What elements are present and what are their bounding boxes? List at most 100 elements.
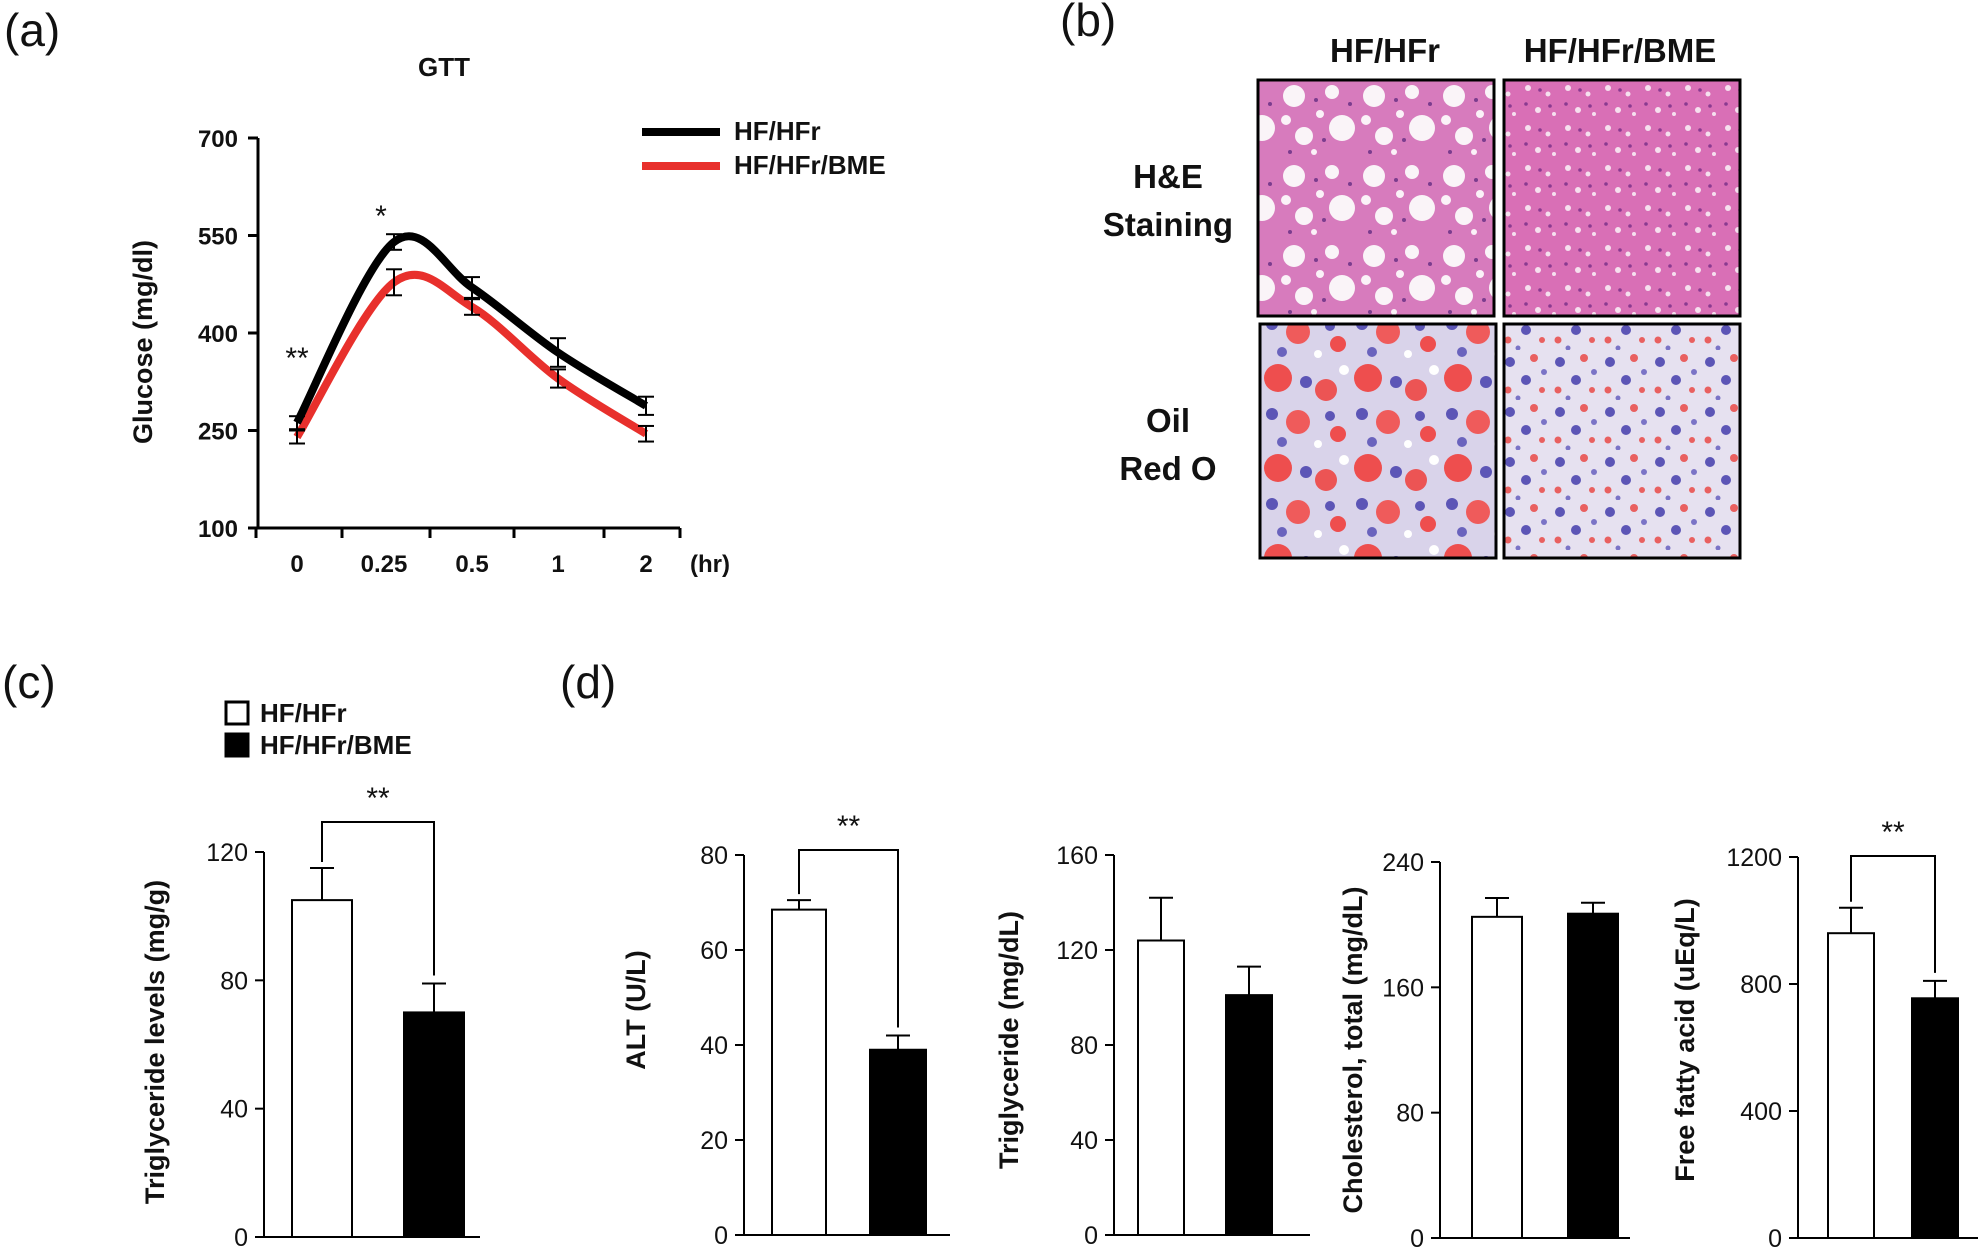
x-tick-label: 0.25 <box>361 551 408 578</box>
legend-label-bme: HF/HFr/BME <box>260 730 412 760</box>
he-stain-image-bme <box>1502 78 1742 318</box>
series-line-0 <box>293 232 649 425</box>
bar-hf <box>291 899 353 1238</box>
error-bar <box>550 368 566 389</box>
significance-bracket <box>321 821 435 976</box>
significance-mark: ** <box>837 810 861 843</box>
x-tick-label: 0.5 <box>455 551 488 578</box>
bar-hf <box>1137 939 1185 1236</box>
error-bar <box>550 337 566 368</box>
panel-label-a: (a) <box>4 4 60 56</box>
bar-bme <box>1911 997 1959 1239</box>
histology-column-header: HF/HFr/BME <box>1524 32 1717 69</box>
y-tick-label: 80 <box>1070 1032 1098 1060</box>
panel-label-d: (d) <box>560 656 616 708</box>
y-axis-label: Free fatty acid (uEq/L) <box>1670 898 1700 1182</box>
bar-bme <box>1225 994 1273 1236</box>
y-tick-label: 0 <box>234 1224 248 1252</box>
cholesterol-bar-chart: Cholesterol, total (mg/dL) 0 80 160 240 <box>1338 849 1630 1253</box>
histology-panel: HF/HFr HF/HFr/BME H&E Staining Oil Red O <box>1103 32 1742 560</box>
legend-swatch-hf <box>224 700 250 726</box>
bar-bme <box>869 1048 927 1236</box>
y-axis-label: Triglyceride levels (mg/g) <box>140 880 170 1204</box>
significance-mark: * <box>375 200 387 233</box>
bar-hf <box>771 908 827 1236</box>
series-line-1 <box>293 270 649 440</box>
x-tick-label: 1 <box>551 551 564 578</box>
oil-red-image-hf <box>1258 322 1498 560</box>
y-tick-label: 800 <box>1740 971 1782 999</box>
error-bar <box>289 429 305 445</box>
histology-column-header: HF/HFr <box>1330 32 1440 69</box>
panel-label-b: (b) <box>1060 0 1116 46</box>
y-tick-label: 60 <box>700 937 728 965</box>
y-tick-label: 160 <box>1056 842 1098 870</box>
panel-label-c: (c) <box>2 656 56 708</box>
significance-bracket <box>1850 855 1936 973</box>
error-bar <box>386 268 402 297</box>
y-axis-label: Cholesterol, total (mg/dL) <box>1338 887 1368 1214</box>
significance-bracket <box>798 849 899 1028</box>
y-tick-label: 550 <box>198 224 238 251</box>
y-tick-label: 400 <box>1740 1098 1782 1126</box>
histology-row-label: Oil <box>1146 402 1190 439</box>
y-tick-label: 120 <box>1056 937 1098 965</box>
error-bar <box>464 276 480 299</box>
y-tick-label: 1200 <box>1726 844 1782 872</box>
error-bar <box>289 415 305 431</box>
y-tick-label: 160 <box>1382 974 1424 1002</box>
x-axis-unit: (hr) <box>690 551 730 578</box>
error-bar <box>638 424 654 443</box>
y-tick-label: 20 <box>700 1127 728 1155</box>
legend-c: HF/HFr HF/HFr/BME <box>224 698 412 760</box>
x-tick-label: 0 <box>290 551 303 578</box>
legend-label-hf: HF/HFr <box>260 698 347 728</box>
x-tick-label: 2 <box>639 551 652 578</box>
y-tick-label: 80 <box>1396 1100 1424 1128</box>
y-tick-label: 40 <box>700 1032 728 1060</box>
serum-triglyceride-bar-chart: Triglyceride (mg/dL) 0 40 80 120 160 <box>994 842 1310 1250</box>
y-tick-label: 0 <box>1768 1225 1782 1253</box>
histology-row-label: Red O <box>1119 450 1216 487</box>
bar-bme <box>403 1011 465 1239</box>
y-axis-label: ALT (U/L) <box>621 950 651 1069</box>
chart-title: GTT <box>418 52 470 82</box>
liver-triglyceride-bar-chart: Triglyceride levels (mg/g) 0 40 80 120 ** <box>140 782 480 1252</box>
y-tick-label: 400 <box>198 321 238 348</box>
y-axis-label: Triglyceride (mg/dL) <box>994 911 1024 1169</box>
y-tick-label: 120 <box>206 839 248 867</box>
y-tick-label: 40 <box>1070 1127 1098 1155</box>
axes: 100 250 400 550 700 0 0.25 0.5 1 2 <box>198 126 682 578</box>
error-bar <box>464 298 480 316</box>
y-tick-label: 80 <box>700 842 728 870</box>
series-group <box>289 232 654 445</box>
he-stain-image-hf <box>1256 78 1496 318</box>
significance-mark: ** <box>285 342 309 375</box>
histology-row-label: Staining <box>1103 206 1233 243</box>
significance-mark: ** <box>366 782 390 815</box>
y-tick-label: 100 <box>198 516 238 543</box>
error-bar <box>386 233 402 251</box>
y-tick-label: 700 <box>198 126 238 153</box>
y-tick-label: 0 <box>714 1222 728 1250</box>
y-axis-label: Glucose (mg/dl) <box>128 240 158 444</box>
oil-red-image-bme <box>1502 322 1742 560</box>
y-tick-label: 240 <box>1382 849 1424 877</box>
y-tick-label: 250 <box>198 419 238 446</box>
legend-label-hf: HF/HFr <box>734 116 821 146</box>
error-bar <box>638 395 654 416</box>
histology-row-label: H&E <box>1133 158 1203 195</box>
bar-hf <box>1827 932 1875 1239</box>
y-tick-label: 0 <box>1084 1222 1098 1250</box>
legend-label-bme: HF/HFr/BME <box>734 150 886 180</box>
y-tick-label: 0 <box>1410 1225 1424 1253</box>
free-fatty-acid-bar-chart: Free fatty acid (uEq/L) 0 400 800 1200 ** <box>1670 816 1978 1253</box>
significance-mark: ** <box>1881 816 1905 849</box>
legend: HF/HFr HF/HFr/BME <box>642 116 886 180</box>
legend-swatch-bme <box>224 732 250 758</box>
alt-bar-chart: ALT (U/L) 0 20 40 60 80 ** <box>621 810 950 1250</box>
y-tick-label: 40 <box>220 1096 248 1124</box>
bar-bme <box>1567 912 1619 1239</box>
gtt-line-chart: GTT Glucose (mg/dl) (hr) 100 250 400 550 700… <box>128 52 886 578</box>
